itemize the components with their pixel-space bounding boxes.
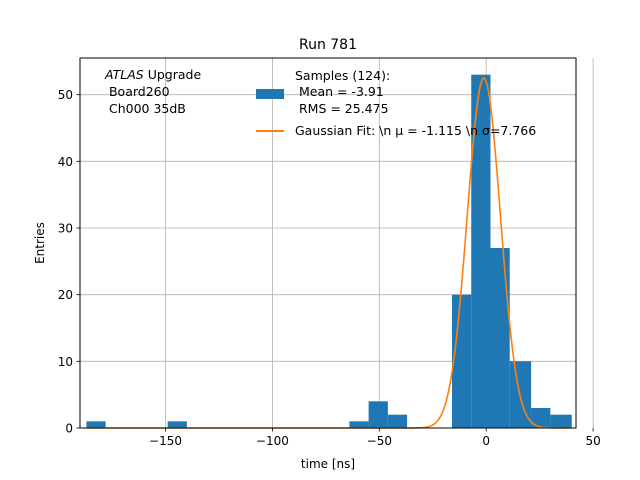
legend-fit-label: Gaussian Fit: \n μ = -1.115 \n σ=7.766 xyxy=(295,123,536,138)
axis-ticks: −150 −100 −50 0 50 0 10 20 30 40 50 xyxy=(58,88,601,448)
annotation-line-3: Ch000 35dB xyxy=(105,101,186,116)
y-tick-label: 30 xyxy=(58,222,73,236)
histogram-bar xyxy=(86,421,106,428)
histogram-bar xyxy=(167,421,187,428)
histogram-bar xyxy=(531,408,551,428)
histogram-bar xyxy=(490,248,510,428)
legend-samples-swatch xyxy=(256,89,284,99)
legend-samples-line-1: Samples (124): xyxy=(295,68,390,83)
grid-lines xyxy=(80,58,594,429)
legend: Samples (124): Mean = -3.91 RMS = 25.475… xyxy=(256,68,536,138)
histogram-bar xyxy=(550,414,572,428)
legend-samples-line-2: Mean = -3.91 xyxy=(295,84,384,99)
chart-title: Run 781 xyxy=(299,37,357,53)
histogram-bar xyxy=(471,74,491,429)
x-tick-label: −50 xyxy=(367,434,392,448)
y-tick-label: 40 xyxy=(58,155,73,169)
y-tick-label: 0 xyxy=(65,422,73,436)
histogram-bar xyxy=(387,414,408,428)
annotation-atlas: ATLAS xyxy=(104,67,144,82)
y-axis-label: Entries xyxy=(33,222,47,264)
y-tick-label: 10 xyxy=(58,355,73,369)
annotation-upgrade: Upgrade xyxy=(144,67,202,82)
histogram-bars xyxy=(86,74,572,429)
annotation-line-1: ATLAS Upgrade xyxy=(104,67,201,82)
histogram-bar xyxy=(452,294,472,428)
y-tick-label: 50 xyxy=(58,88,73,102)
histogram-bar xyxy=(349,421,369,428)
x-tick-label: 0 xyxy=(482,434,490,448)
plot-frame xyxy=(79,57,577,429)
x-axis-label: time [ns] xyxy=(301,457,355,471)
x-tick-label: −100 xyxy=(256,434,289,448)
atlas-annotation: ATLAS Upgrade Board260 Ch000 35dB xyxy=(104,67,201,116)
annotation-line-2: Board260 xyxy=(105,84,170,99)
y-tick-label: 20 xyxy=(58,288,73,302)
x-tick-label: −150 xyxy=(149,434,182,448)
x-tick-label: 50 xyxy=(585,434,600,448)
legend-samples-line-3: RMS = 25.475 xyxy=(295,101,389,116)
histogram-bar xyxy=(368,401,388,428)
